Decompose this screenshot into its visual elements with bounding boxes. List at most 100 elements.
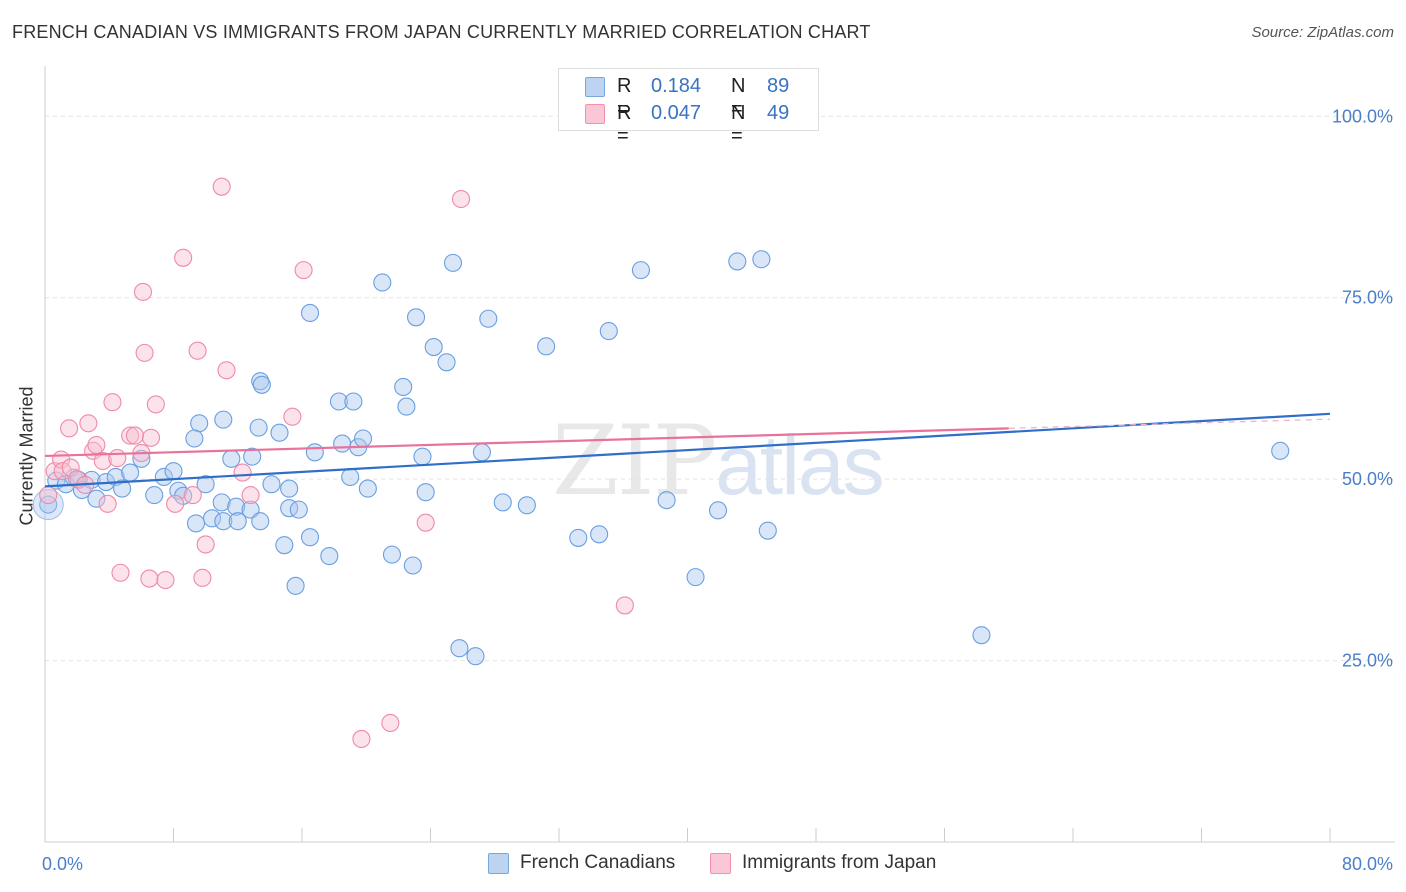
trend-line [44,427,1009,458]
data-point [60,419,79,438]
data-point [217,361,236,380]
data-point [164,462,183,481]
n-label: N = [731,102,746,147]
data-point [1271,441,1290,460]
data-point [344,392,363,411]
data-point [140,569,159,588]
data-point [305,443,324,462]
data-point [183,486,202,505]
data-point [212,493,231,512]
data-point [300,528,320,547]
data-point [657,491,676,510]
data-point [39,486,58,505]
data-point [241,486,260,505]
data-point [403,556,422,575]
data-point [185,429,204,448]
data-point [333,434,352,453]
axes [44,66,1395,843]
data-point [214,512,233,531]
data-point [352,729,371,748]
data-point [212,177,231,196]
data-point [758,521,777,540]
data-point [353,429,373,448]
data-point [416,513,435,532]
trend-lines [44,412,1331,488]
legend-swatch-pink [585,104,605,124]
data-point [381,713,400,733]
data-point [87,489,106,508]
trend-line [44,412,1331,488]
data-point [113,479,132,498]
data-point [358,479,377,498]
data-point [32,489,64,521]
data-point [227,497,246,516]
data-point [686,568,705,587]
tick-labels: 25.0% 50.0% 75.0% 100.0% 0.0% 80.0% [42,106,1393,874]
data-point [174,248,193,267]
data-point [146,395,165,414]
source-label: Source: ZipAtlas.com [1251,24,1394,41]
data-point [631,261,650,280]
data-point [190,414,209,433]
data-point [382,545,402,564]
data-point [283,407,302,426]
data-point [233,463,252,482]
bottom-legend-label: Immigrants from Japan [742,852,937,873]
data-point [251,512,270,531]
data-point [203,509,222,528]
n-value: 49 [767,102,790,124]
data-point [537,337,556,356]
data-point [569,528,588,547]
data-point [98,494,117,513]
data-point [437,353,456,372]
data-point [280,499,299,518]
data-point [413,447,432,466]
series-french-canadians [32,250,1290,666]
y-tick-label: 50.0% [1342,469,1393,489]
bottom-legend-swatch-blue [488,853,509,874]
data-point [590,525,609,544]
data-point [416,483,435,502]
data-point [228,512,247,531]
data-point [108,449,127,468]
data-point [79,414,98,433]
data-point [121,426,140,445]
series-immigrants-from-japan [39,103,745,748]
y-tick-label: 100.0% [1332,106,1393,126]
data-point [196,475,215,494]
data-point [145,486,164,505]
data-point [141,428,161,447]
trend-extension [1008,418,1331,429]
correlation-legend: R = 0.184 N = 89 R = 0.047 N = 49 [558,68,819,147]
n-value: 89 [767,75,790,97]
data-point [196,535,215,554]
data-point [752,250,771,269]
data-point [450,639,469,658]
data-point [615,596,634,615]
x-tick-label: 80.0% [1342,854,1393,874]
data-point [275,536,294,555]
data-point [472,443,491,462]
watermark-zip: ZIP [552,405,717,517]
data-point [406,308,426,327]
data-point [329,392,348,411]
data-point [708,501,728,520]
data-point [270,423,289,442]
data-point [125,426,144,445]
data-point [517,496,536,515]
data-point [300,303,320,323]
r-label: R = [617,75,632,120]
legend-swatch-blue [585,77,605,97]
data-point [156,570,175,590]
data-point [241,500,260,519]
data-point [154,467,173,487]
data-point [249,418,268,437]
data-point [466,647,485,666]
data-point [341,467,360,487]
data-point [373,273,392,292]
y-tick-label: 75.0% [1342,288,1393,308]
data-point [111,563,130,582]
grid-lines [45,115,1395,662]
data-point [294,261,313,280]
data-point [394,377,413,397]
